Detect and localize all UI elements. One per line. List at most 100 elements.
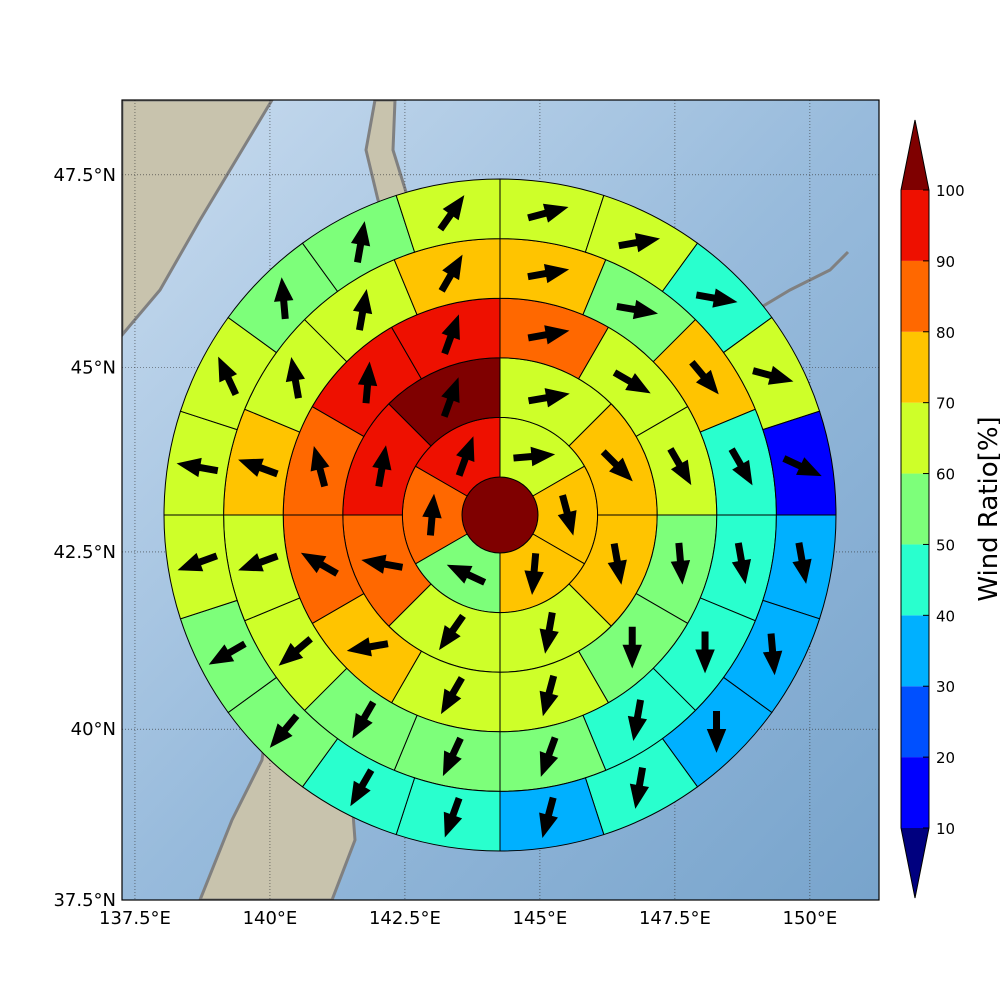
y-tick-label: 47.5°N — [53, 165, 116, 186]
wind-arrow — [627, 699, 648, 742]
wind-arrow — [273, 277, 294, 320]
wind-arrow — [300, 552, 339, 577]
plot-frame — [121, 99, 880, 901]
wind-arrow — [352, 288, 373, 331]
wind-arrow — [285, 356, 305, 399]
colorbar-bin — [901, 331, 929, 403]
colorbar-over — [901, 120, 929, 190]
wind-arrow — [728, 447, 753, 486]
wind-arrow — [670, 542, 691, 585]
colorbar-tick-label: 50 — [936, 536, 955, 554]
colorbar-under — [901, 828, 929, 898]
wind-arrow — [443, 796, 463, 838]
wind-arrow — [618, 233, 661, 253]
wind-arrow — [446, 564, 487, 586]
x-tick-label: 137.5°E — [99, 908, 171, 929]
wind-arrow — [616, 299, 659, 320]
wind-arrow — [442, 736, 464, 777]
y-tick-label: 42.5°N — [53, 542, 116, 563]
wind-arrow — [607, 542, 627, 585]
wind-arrow — [706, 711, 727, 753]
wind-arrow — [176, 457, 219, 478]
wind-arrow — [361, 554, 404, 574]
colorbar-tick-label: 90 — [936, 253, 955, 271]
x-tick-label: 150°E — [783, 908, 838, 929]
wind-arrow — [208, 640, 247, 665]
colorbar-bin — [901, 686, 929, 758]
wind-arrow — [422, 493, 442, 536]
x-tick-label: 142.5°E — [369, 908, 441, 929]
x-tick-label: 147.5°E — [639, 908, 711, 929]
wind-arrow — [612, 369, 651, 394]
wind-arrow — [557, 494, 577, 536]
wind-arrow — [218, 356, 240, 397]
y-tick-label: 45°N — [71, 357, 116, 378]
wind-arrow — [527, 203, 569, 223]
y-tick-label: 40°N — [71, 719, 116, 740]
arrows — [176, 195, 822, 839]
wind-arrow — [731, 542, 752, 585]
cells — [163, 178, 837, 852]
wind-arrow — [346, 637, 389, 657]
wind-arrow — [357, 361, 378, 404]
wind-arrow — [310, 446, 330, 488]
wind-arrow — [441, 314, 460, 355]
wind-arrow — [372, 445, 392, 488]
wind-arrow — [455, 436, 475, 477]
labels: 137.5°E 140°E 142.5°E 145°E 147.5°E 150°E 37.5… — [53, 165, 837, 929]
wind-arrow — [352, 700, 377, 739]
wind-arrow — [437, 195, 465, 232]
wind-arrow — [439, 613, 466, 651]
wind-arrow — [695, 288, 738, 308]
wind-arrow — [600, 449, 633, 482]
colorbar-tick-label: 40 — [936, 607, 955, 625]
colorbar-bin — [901, 260, 929, 332]
colorbar-bin — [901, 544, 929, 616]
wind-arrow — [792, 542, 812, 584]
colorbar-bin — [901, 473, 929, 545]
colorbar-tick-label: 60 — [936, 466, 955, 484]
wind-arrow — [440, 377, 460, 418]
wind-arrow — [752, 365, 794, 385]
wind-arrow — [539, 796, 558, 839]
x-tick-label: 140°E — [243, 908, 298, 929]
wind-arrow — [539, 611, 559, 654]
wind-arrow — [762, 633, 783, 676]
continent — [122, 100, 274, 338]
colorbar-tick-label: 30 — [936, 678, 955, 696]
wind-arrow — [350, 768, 375, 807]
colorbar-tick-label: 20 — [936, 749, 955, 767]
wind-arrow — [689, 360, 719, 395]
colorbar-bin — [901, 190, 929, 261]
wind-arrow — [238, 552, 279, 572]
wind-arrow — [527, 325, 570, 345]
y-tick-label: 37.5°N — [53, 890, 116, 911]
wind-arrow — [513, 446, 556, 467]
colorbar-tick-label: 80 — [936, 324, 955, 342]
x-tick-label: 145°E — [513, 908, 568, 929]
wind-arrow — [238, 458, 279, 478]
wind-arrow — [695, 631, 715, 674]
wind-arrow — [667, 447, 692, 486]
wind-arrow — [539, 674, 559, 717]
wind-arrow — [539, 736, 559, 777]
wind-arrow — [524, 552, 544, 595]
colorbar-tick-label: 70 — [936, 395, 955, 413]
colorbar: 10 20 30 40 50 60 70 80 90 100 Wind Ratio[%] — [900, 119, 1000, 899]
wind-arrow — [177, 552, 219, 572]
wind-arrow — [278, 636, 313, 666]
colorbar-label: Wind Ratio[%] — [974, 416, 1000, 601]
wind-arrow — [438, 254, 463, 293]
colorbar-tick-label: 100 — [936, 182, 965, 200]
wind-arrow — [629, 767, 650, 809]
wind-arrow — [440, 676, 465, 715]
wind-arrow — [527, 263, 570, 284]
colorbar-tick-label: 10 — [936, 820, 955, 838]
wind-arrow — [782, 455, 822, 477]
wind-arrow — [622, 626, 642, 669]
wind-arrow — [269, 713, 300, 748]
colorbar-bin — [901, 615, 929, 687]
wind-arrow — [527, 388, 570, 408]
wind-arrow — [350, 221, 371, 263]
